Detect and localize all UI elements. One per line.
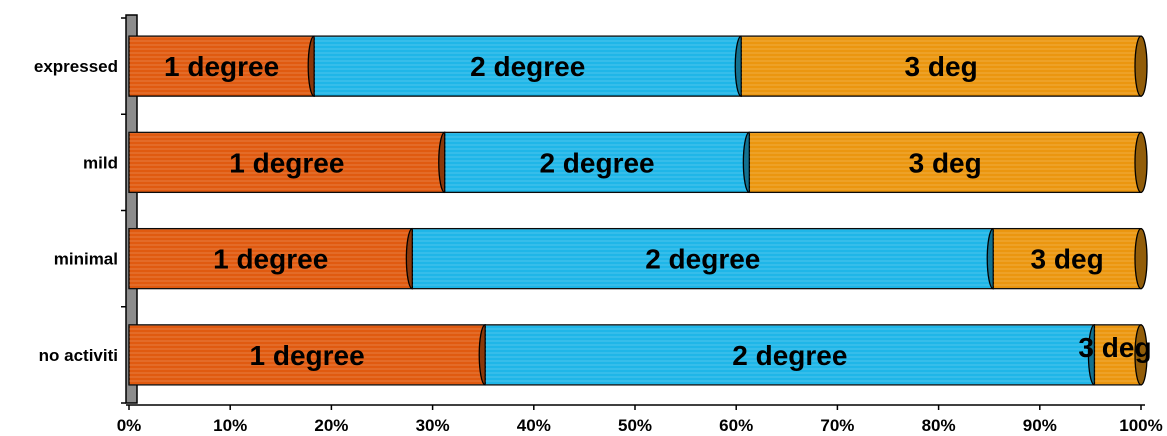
x-tick-label: 0% bbox=[117, 416, 142, 435]
bar-segment-texture bbox=[129, 228, 413, 289]
bar-data-label: 2 degree bbox=[470, 51, 585, 82]
category-label: expressed bbox=[34, 57, 118, 76]
bar-data-label: 2 degree bbox=[732, 340, 847, 371]
bar-data-label: 1 degree bbox=[229, 147, 344, 178]
category-label: no activiti bbox=[39, 346, 118, 365]
category-label: mild bbox=[83, 153, 118, 172]
y-axis-wall bbox=[125, 14, 138, 404]
x-tick-label: 50% bbox=[618, 416, 652, 435]
x-tick-label: 100% bbox=[1119, 416, 1162, 435]
bar-segment: 2 degree bbox=[484, 324, 1102, 386]
bar-data-label: 2 degree bbox=[539, 147, 654, 178]
bar-segment-texture bbox=[749, 132, 1141, 193]
chart-ticks: 0% 10% 20% 30% 40% 50% 60% 70% 80% 90% 100% express… bbox=[34, 57, 1163, 435]
bar-segment-cap bbox=[1134, 227, 1148, 290]
bar-segment: 1 degree bbox=[128, 35, 321, 97]
bar-segment-texture bbox=[129, 132, 445, 193]
bar-segment-texture bbox=[129, 324, 486, 385]
bar-segment: 3 deg bbox=[1078, 324, 1152, 386]
bar-data-label: 1 degree bbox=[250, 340, 365, 371]
bar-segment-texture bbox=[741, 36, 1141, 97]
bar-data-label: 1 degree bbox=[213, 244, 328, 275]
x-tick-label: 10% bbox=[213, 416, 247, 435]
chart-bars: 1 degree 2 degree 3 deg 1 degree 2 degree 3 d… bbox=[128, 35, 1152, 386]
bar-segment-texture bbox=[993, 228, 1141, 289]
bar-segment: 3 deg bbox=[748, 131, 1148, 194]
bar-segment: 1 degree bbox=[128, 131, 452, 194]
x-tick-label: 30% bbox=[416, 416, 450, 435]
bar-segment: 2 degree bbox=[313, 35, 748, 97]
x-tick-label: 40% bbox=[517, 416, 551, 435]
bar-segment: 2 degree bbox=[411, 227, 1000, 290]
bar-segment-texture bbox=[1094, 324, 1141, 385]
bar-segment-texture bbox=[314, 36, 742, 97]
bar-segment-cap bbox=[1134, 131, 1148, 194]
x-tick-label: 60% bbox=[719, 416, 753, 435]
bar-data-label: 3 deg bbox=[909, 147, 982, 178]
bar-data-label: 3 deg bbox=[905, 51, 978, 82]
bar-data-label: 3 deg bbox=[1031, 244, 1104, 275]
x-tick-label: 90% bbox=[1023, 416, 1057, 435]
x-tick-label: 70% bbox=[820, 416, 854, 435]
bar-data-label: 1 degree bbox=[164, 51, 279, 82]
bar-segment-texture bbox=[444, 132, 750, 193]
bar-segment-cap bbox=[1134, 324, 1148, 386]
bar-segment: 1 degree bbox=[128, 227, 420, 290]
bar-segment-cap bbox=[1134, 35, 1148, 97]
bar-data-label: 3 deg bbox=[1078, 332, 1151, 363]
category-label: minimal bbox=[54, 250, 118, 269]
bar-segment: 3 deg bbox=[740, 35, 1148, 97]
x-tick-label: 80% bbox=[922, 416, 956, 435]
bar-segment: 1 degree bbox=[128, 324, 492, 386]
bar-segment-texture bbox=[129, 36, 315, 97]
bar-segment-texture bbox=[412, 228, 994, 289]
bar-segment-texture bbox=[485, 324, 1095, 385]
bar-data-label: 2 degree bbox=[645, 244, 760, 275]
x-tick-label: 20% bbox=[314, 416, 348, 435]
bar-segment: 2 degree bbox=[444, 131, 757, 194]
bar-segment: 3 deg bbox=[992, 227, 1148, 290]
